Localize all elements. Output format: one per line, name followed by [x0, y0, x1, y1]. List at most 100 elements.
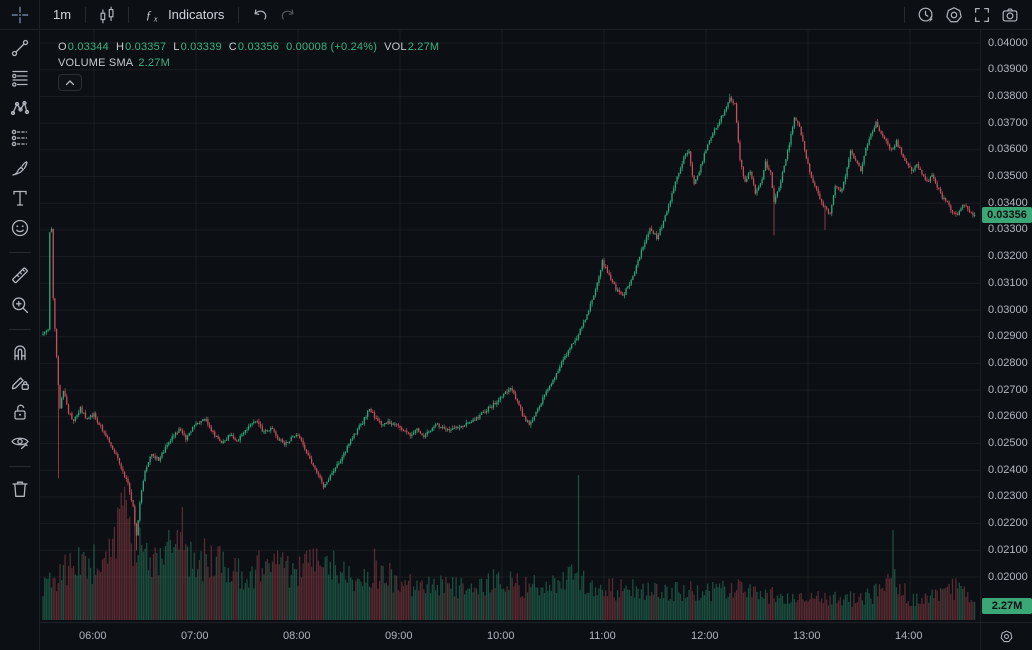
close-label: C — [228, 41, 237, 53]
price-tick-label: 0.02200 — [988, 517, 1028, 530]
zoom-in-icon — [11, 297, 28, 314]
candles-icon — [100, 6, 114, 23]
sidebar-separator — [8, 252, 31, 253]
price-tick-label: 0.04000 — [988, 36, 1028, 49]
tool-lock-all[interactable] — [7, 401, 33, 423]
crosshair-icon — [11, 6, 28, 23]
alert-button[interactable] — [912, 2, 940, 28]
price-tick-label: 0.03100 — [988, 276, 1028, 289]
volume-value: 2.27M — [407, 41, 440, 53]
tool-emoji[interactable] — [7, 217, 33, 239]
tool-xabcd-pattern[interactable] — [7, 97, 33, 119]
tool-trend-line[interactable] — [7, 37, 33, 59]
toolbar-left-group: 1m ƒ x Indicators — [40, 0, 302, 30]
price-tick-label: 0.03300 — [988, 223, 1028, 236]
hide-drawings-icon — [10, 437, 29, 450]
ruler-icon — [11, 267, 28, 284]
volume-badge: 2.27M — [982, 598, 1032, 614]
crosshair-tool-button[interactable] — [6, 2, 34, 28]
tool-brush[interactable] — [7, 157, 33, 179]
tool-remove-objects[interactable] — [7, 478, 33, 500]
tool-zoom-in[interactable] — [7, 294, 33, 316]
lock-open-icon — [13, 404, 26, 420]
high-label: H — [115, 41, 125, 53]
tool-drawing-lock[interactable] — [7, 371, 33, 393]
volume-bars-layer — [42, 475, 976, 620]
time-tick-label: 06:00 — [79, 630, 107, 642]
price-tick-label: 0.02700 — [988, 383, 1028, 396]
drawing-tools-sidebar — [0, 30, 40, 650]
redo-button[interactable] — [274, 2, 302, 28]
ohlc-legend: O 0.03344 H 0.03357 L 0.03339 C 0.03356 0.00… — [58, 39, 439, 71]
time-tick-label: 10:00 — [487, 630, 515, 642]
toolbar-right-group — [897, 2, 1032, 28]
chevron-up-icon — [65, 80, 75, 86]
alert-clock-icon — [918, 7, 933, 22]
close-value: 0.03356 — [237, 41, 280, 53]
time-tick-label: 13:00 — [793, 630, 821, 642]
price-tick-label: 0.02800 — [988, 356, 1028, 369]
toolbar-separator — [85, 6, 87, 23]
high-value: 0.03357 — [125, 41, 167, 53]
time-tick-label: 07:00 — [181, 630, 209, 642]
timeframe-button[interactable]: 1m — [46, 3, 78, 27]
change-value: 0.00008 (+0.24%) — [286, 41, 378, 53]
tool-magnet[interactable] — [7, 341, 33, 363]
legend-collapse-button[interactable] — [58, 74, 82, 91]
toolbar-separator — [128, 6, 130, 23]
time-tick-label: 14:00 — [895, 630, 923, 642]
last-price-badge: 0.03356 — [982, 206, 1032, 223]
emoji-icon — [11, 219, 28, 237]
svg-text:x: x — [153, 14, 158, 23]
top-toolbar: 1m ƒ x Indicators — [0, 0, 1032, 30]
toolbar-separator — [904, 6, 905, 23]
price-tick-label: 0.02500 — [988, 437, 1028, 449]
trash-icon — [11, 481, 28, 497]
low-label: L — [173, 41, 180, 53]
open-label: O — [58, 41, 67, 53]
chart-style-button[interactable] — [93, 2, 121, 28]
drawing-lock-icon — [11, 377, 29, 390]
tool-ruler[interactable] — [7, 264, 33, 286]
time-tick-label: 11:00 — [589, 630, 616, 642]
magnet-icon — [13, 345, 26, 361]
indicators-label: Indicators — [168, 7, 225, 22]
axis-settings-corner[interactable] — [980, 622, 1032, 650]
tool-text[interactable] — [7, 187, 33, 209]
indicators-button[interactable]: ƒ x Indicators — [136, 3, 231, 27]
volume-sma-value: 2.27M — [138, 57, 170, 69]
chart-area: O 0.03344 H 0.03357 L 0.03339 C 0.03356 0.00… — [40, 30, 980, 622]
undo-button[interactable] — [246, 2, 274, 28]
grid-lines — [40, 30, 980, 622]
time-axis[interactable]: 06:00 07:00 08:00 09:00 10:00 11:00 12:00 13:00… — [40, 622, 980, 650]
tool-hide-drawings[interactable] — [7, 431, 33, 453]
forecast-icon — [11, 129, 27, 147]
volume-sma-label: VOLUME SMA — [58, 57, 134, 69]
price-tick-label: 0.02900 — [988, 330, 1028, 343]
chart-canvas[interactable] — [40, 30, 980, 622]
tool-fib-retracement[interactable] — [7, 67, 33, 89]
brush-icon — [11, 161, 28, 176]
volume-sma-row: VOLUME SMA 2.27M — [58, 55, 439, 71]
xabcd-pattern-icon — [10, 100, 29, 116]
tool-forecast[interactable] — [7, 127, 33, 149]
toolbar-separator — [238, 6, 240, 23]
price-axis[interactable]: 0.03356 2.27M 0.04000 0.03900 0.03800 0.037… — [980, 30, 1032, 622]
camera-icon — [1002, 7, 1018, 21]
screenshot-button[interactable] — [996, 2, 1024, 28]
settings-button[interactable] — [940, 2, 968, 28]
volume-label: VOL — [384, 41, 407, 53]
sidebar-separator — [8, 466, 31, 467]
fullscreen-button[interactable] — [968, 2, 996, 28]
price-tick-label: 0.03700 — [988, 116, 1028, 129]
time-tick-label: 09:00 — [385, 630, 413, 642]
open-value: 0.03344 — [67, 41, 109, 53]
text-icon — [12, 190, 27, 206]
price-tick-label: 0.02100 — [988, 543, 1028, 556]
crosshair-tool-cell — [0, 0, 40, 30]
candles-layer — [42, 93, 976, 551]
price-tick-label: 0.03500 — [988, 170, 1028, 182]
sidebar-separator — [8, 329, 31, 330]
svg-text:ƒ: ƒ — [146, 7, 152, 21]
